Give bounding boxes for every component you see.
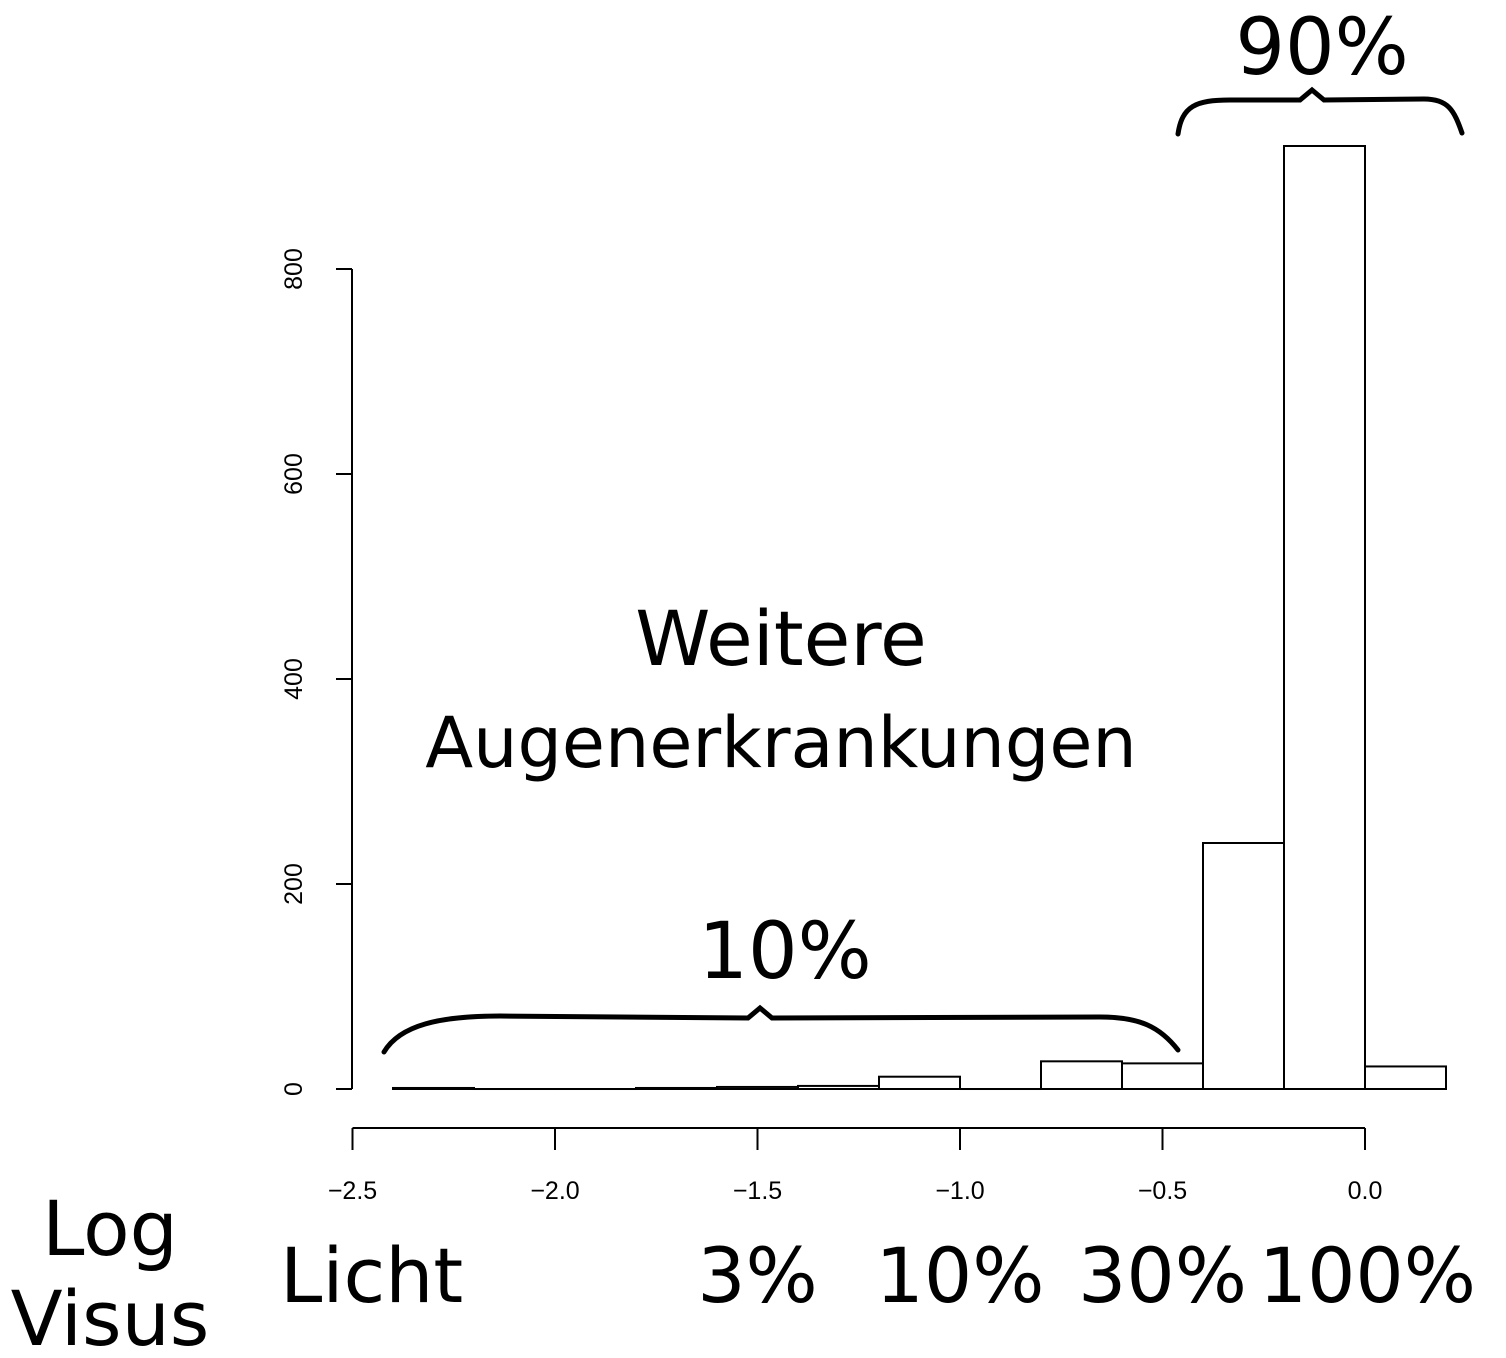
right-brace bbox=[1175, 86, 1465, 137]
left-brace bbox=[381, 1004, 1181, 1055]
axis-title-line2: Visus bbox=[11, 1274, 210, 1358]
histogram-bar-9 bbox=[1121, 1062, 1204, 1090]
histogram-bar-8 bbox=[1040, 1060, 1123, 1090]
y-tick-label-800: 800 bbox=[280, 248, 308, 290]
left-brace-label: 10% bbox=[698, 907, 871, 997]
x-tick-label-1: −2.0 bbox=[530, 1177, 579, 1205]
visus-label-4: 100% bbox=[1259, 1231, 1476, 1320]
x-tick-label-0: −2.5 bbox=[328, 1177, 377, 1205]
visus-label-1: 3% bbox=[697, 1231, 818, 1320]
x-tick-label-4: −0.5 bbox=[1138, 1177, 1187, 1205]
x-tick-label-5: 0.0 bbox=[1348, 1177, 1383, 1205]
x-axis: −2.5 −2.0 −1.5 −1.0 −0.5 0.0 bbox=[328, 1127, 1383, 1205]
y-tick-label-200: 200 bbox=[280, 863, 308, 905]
histogram-bar-11 bbox=[1283, 145, 1366, 1090]
right-brace-label: 90% bbox=[1235, 3, 1408, 93]
annotations: 10% 90% Weitere Augenerkrankungen Log Vi… bbox=[11, 3, 1476, 1358]
histogram-bar-6 bbox=[878, 1075, 961, 1090]
histogram-bar-5 bbox=[797, 1084, 880, 1091]
y-tick-label-0: 0 bbox=[280, 1082, 308, 1096]
visus-label-3: 30% bbox=[1078, 1231, 1247, 1320]
histogram-bars bbox=[392, 145, 1447, 1091]
histogram-bar-10 bbox=[1202, 842, 1285, 1090]
visus-label-0: Licht bbox=[280, 1231, 463, 1320]
histogram-bar-3 bbox=[635, 1086, 718, 1090]
middle-text-line1: Weitere bbox=[635, 594, 926, 683]
histogram-bar-12 bbox=[1364, 1065, 1447, 1090]
y-tick-label-600: 600 bbox=[280, 453, 308, 495]
histogram-bar-4 bbox=[716, 1085, 799, 1090]
axis-title-line1: Log bbox=[42, 1184, 178, 1273]
x-tick-label-2: −1.5 bbox=[733, 1177, 782, 1205]
y-axis: 0 200 400 600 800 bbox=[280, 248, 353, 1096]
x-tick-label-3: −1.0 bbox=[935, 1177, 984, 1205]
histogram-bar-0 bbox=[392, 1086, 475, 1090]
visus-label-2: 10% bbox=[876, 1231, 1045, 1320]
middle-text-line2: Augenerkrankungen bbox=[425, 702, 1137, 784]
y-tick-label-400: 400 bbox=[280, 658, 308, 700]
visus-labels: Licht 3% 10% 30% 100% bbox=[280, 1231, 1476, 1320]
